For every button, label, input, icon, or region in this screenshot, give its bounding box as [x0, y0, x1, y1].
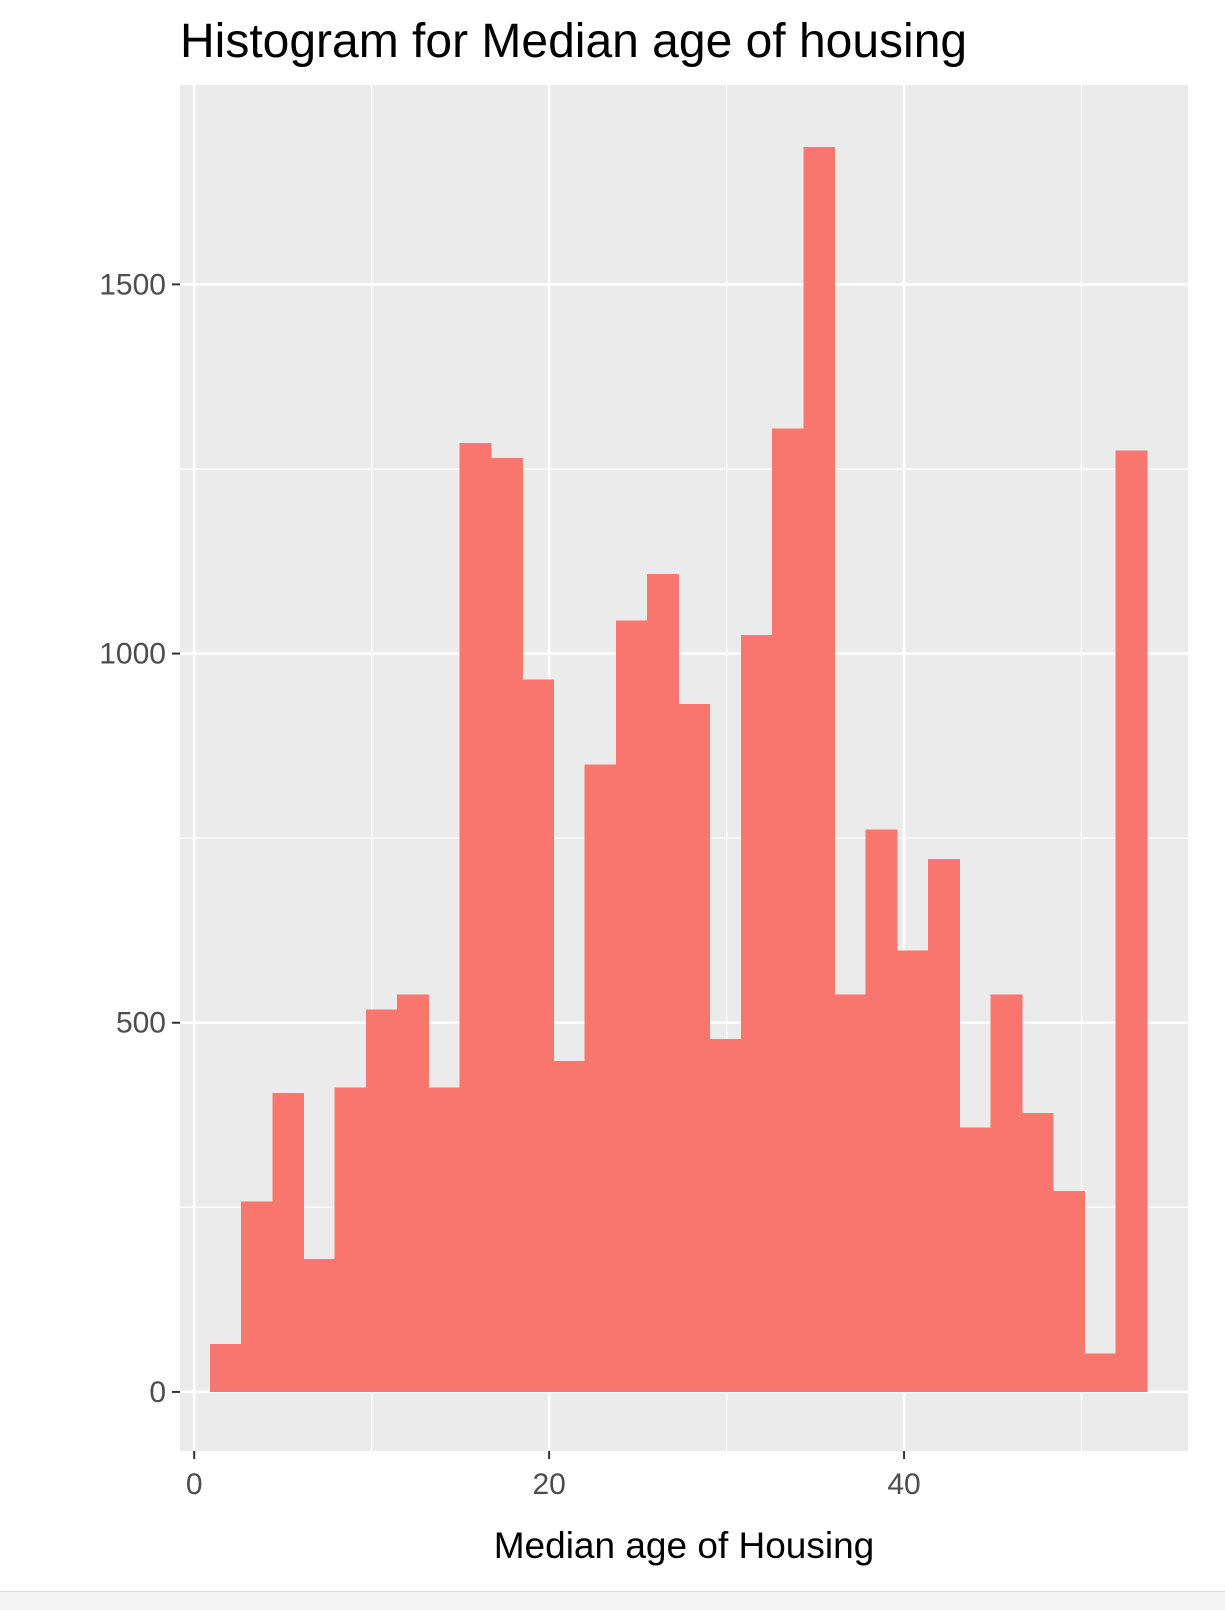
histogram-bar	[928, 858, 961, 1392]
histogram-bar	[365, 1009, 398, 1392]
footer-bar	[0, 1591, 1225, 1610]
histogram-bar	[678, 703, 711, 1392]
histogram-bar	[522, 679, 554, 1392]
histogram-bar	[1084, 1353, 1117, 1392]
x-tick-label: 20	[532, 1468, 565, 1501]
histogram-bar	[553, 1061, 586, 1392]
x-axis-title: Median age of Housing	[494, 1525, 875, 1566]
histogram-bar	[615, 620, 648, 1392]
histogram-bar	[709, 1038, 742, 1392]
histogram-bar	[834, 994, 867, 1392]
histogram-bars	[209, 147, 1148, 1392]
histogram-bar	[896, 950, 929, 1392]
histogram-bar	[1053, 1191, 1085, 1392]
x-tick-label: 40	[887, 1468, 920, 1501]
y-tick-label: 500	[116, 1007, 166, 1040]
histogram-bar	[865, 829, 898, 1392]
histogram-bar	[397, 994, 430, 1392]
chart-title: Histogram for Median age of housing	[180, 15, 967, 68]
histogram-bar	[428, 1087, 461, 1392]
x-tick-label: 0	[186, 1468, 203, 1501]
histogram-bar	[241, 1201, 273, 1392]
histogram-bar	[584, 764, 617, 1392]
histogram-bar	[209, 1343, 242, 1392]
histogram-bar	[740, 635, 773, 1392]
histogram-bar	[1115, 450, 1148, 1392]
x-axis: 0 20 40	[186, 1451, 921, 1501]
histogram-bar	[272, 1092, 305, 1392]
y-tick-label: 0	[149, 1376, 166, 1409]
histogram-bar	[803, 147, 836, 1392]
histogram-bar	[647, 573, 679, 1392]
histogram-bar	[490, 457, 523, 1392]
histogram-bar	[459, 443, 492, 1392]
histogram-bar	[772, 428, 804, 1392]
y-tick-label: 1500	[99, 268, 166, 301]
histogram-bar	[959, 1127, 992, 1392]
histogram-bar	[1021, 1112, 1054, 1392]
y-tick-label: 1000	[99, 638, 166, 671]
histogram-bar	[334, 1087, 367, 1392]
histogram-bar	[990, 994, 1023, 1392]
histogram-bar	[303, 1259, 336, 1392]
y-axis: 0 500 1000 1500	[99, 268, 180, 1409]
